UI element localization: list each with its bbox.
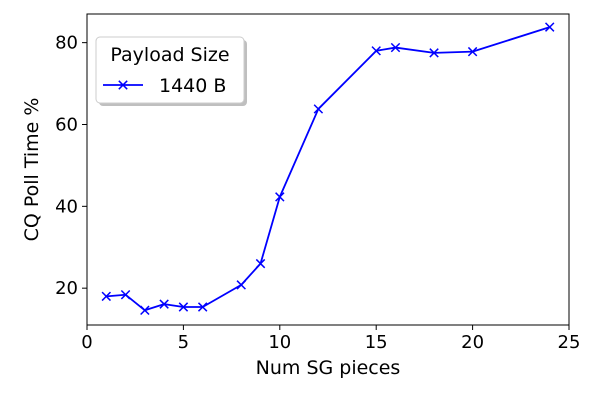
data-point-marker-stroke	[101, 291, 112, 302]
x-tick-label: 10	[268, 332, 291, 353]
data-point	[544, 22, 555, 32]
x-tick-label: 20	[461, 332, 484, 353]
data-point	[371, 46, 381, 56]
legend-swatch-marker	[118, 80, 128, 90]
data-point-marker-stroke	[197, 302, 208, 312]
data-point-marker-stroke	[390, 42, 401, 53]
data-point	[275, 192, 285, 202]
data-point-marker-stroke	[544, 22, 555, 32]
legend: Payload Size 1440 B	[95, 36, 247, 106]
y-tick-label: 40	[55, 196, 78, 217]
x-tick-label: 0	[81, 332, 92, 353]
data-point-marker-stroke	[313, 104, 324, 114]
legend-box	[95, 36, 245, 104]
legend-title: Payload Size	[110, 44, 229, 66]
data-point	[159, 299, 169, 309]
data-point-marker-stroke	[236, 280, 246, 290]
data-point-marker-stroke	[159, 299, 169, 309]
data-point-marker-stroke	[120, 289, 131, 300]
axes: 0 5 10 15 20 25 20 40 60 80 Num SG pieces CQ Poll T…	[21, 13, 581, 379]
axes-frame	[86, 13, 570, 326]
data-point-marker-stroke	[467, 46, 478, 57]
data-point	[178, 302, 189, 312]
data-point-marker-stroke	[255, 258, 266, 269]
data-point-marker-stroke	[429, 48, 439, 58]
legend-entry-label: 1440 B	[159, 75, 226, 97]
x-tick-label: 15	[365, 332, 388, 353]
data-point-marker-stroke	[371, 46, 381, 56]
data-point	[313, 104, 324, 114]
data-point	[255, 258, 266, 269]
x-axis-label: Num SG pieces	[256, 357, 401, 379]
data-point	[197, 302, 208, 312]
data-point	[140, 305, 150, 315]
data-point	[467, 46, 478, 57]
y-tick-label: 60	[55, 114, 78, 135]
x-tick-label: 25	[558, 332, 581, 353]
y-tick-label: 20	[55, 278, 78, 299]
data-point	[390, 42, 401, 53]
y-axis-label: CQ Poll Time %	[21, 98, 43, 242]
y-tick-label: 80	[55, 33, 78, 54]
data-point	[120, 289, 131, 300]
data-point-marker-stroke	[178, 302, 189, 312]
data-point-marker-stroke	[275, 192, 285, 202]
data-point	[236, 280, 246, 290]
data-point	[429, 48, 439, 58]
data-point-marker-stroke	[140, 305, 150, 315]
plot-area	[101, 22, 555, 315]
data-point	[101, 291, 112, 302]
x-tick-label: 5	[178, 332, 189, 353]
